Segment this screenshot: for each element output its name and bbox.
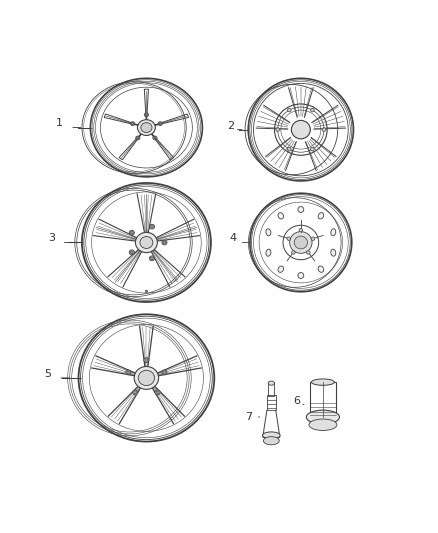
Ellipse shape [162,240,167,245]
Ellipse shape [131,122,134,125]
Ellipse shape [266,229,271,236]
Ellipse shape [307,251,310,254]
Text: 5: 5 [44,369,51,379]
Ellipse shape [311,379,334,385]
Ellipse shape [276,128,279,132]
Ellipse shape [278,213,283,219]
Ellipse shape [298,272,304,278]
Ellipse shape [131,123,134,125]
Ellipse shape [266,249,271,256]
Ellipse shape [309,419,337,431]
Ellipse shape [127,371,130,374]
Ellipse shape [331,229,336,236]
Ellipse shape [159,123,161,125]
Ellipse shape [318,266,324,272]
Ellipse shape [129,230,134,235]
Ellipse shape [298,207,304,213]
Ellipse shape [126,370,131,375]
Ellipse shape [145,114,148,116]
Ellipse shape [278,266,283,272]
Ellipse shape [163,241,166,244]
Ellipse shape [141,123,152,133]
Ellipse shape [149,224,155,229]
Text: 7: 7 [245,412,252,422]
Ellipse shape [262,432,280,439]
Text: 1: 1 [56,118,63,128]
Ellipse shape [140,237,153,248]
Ellipse shape [145,359,148,361]
Ellipse shape [136,136,140,140]
Ellipse shape [311,148,314,151]
Ellipse shape [137,137,139,139]
Ellipse shape [149,256,155,261]
Ellipse shape [153,136,157,140]
Ellipse shape [311,237,315,240]
Ellipse shape [287,108,291,112]
Text: 6: 6 [293,396,300,406]
Ellipse shape [263,437,279,445]
Ellipse shape [144,113,148,117]
Ellipse shape [331,249,336,256]
Ellipse shape [138,120,155,135]
Ellipse shape [133,390,138,395]
Ellipse shape [145,290,148,293]
Ellipse shape [129,250,134,255]
Ellipse shape [131,251,133,254]
Ellipse shape [318,213,324,219]
Ellipse shape [299,229,303,232]
Ellipse shape [287,237,290,240]
Ellipse shape [322,128,326,132]
Text: 2: 2 [227,120,235,131]
Ellipse shape [268,381,275,385]
Ellipse shape [151,225,153,228]
Ellipse shape [291,120,310,139]
Ellipse shape [155,390,160,395]
Ellipse shape [135,232,157,253]
Ellipse shape [134,367,159,390]
Text: 3: 3 [48,233,55,244]
Ellipse shape [163,371,166,374]
Ellipse shape [134,391,137,393]
Ellipse shape [151,257,153,260]
Ellipse shape [292,251,295,254]
Ellipse shape [154,137,156,139]
Ellipse shape [306,410,339,424]
Ellipse shape [287,148,291,151]
Ellipse shape [131,231,133,234]
Ellipse shape [138,370,155,385]
Ellipse shape [294,236,307,249]
Ellipse shape [162,370,167,375]
Ellipse shape [311,108,314,112]
Text: 4: 4 [229,233,237,244]
Ellipse shape [290,232,312,253]
Ellipse shape [144,358,149,362]
Ellipse shape [158,122,162,125]
Ellipse shape [156,391,159,393]
